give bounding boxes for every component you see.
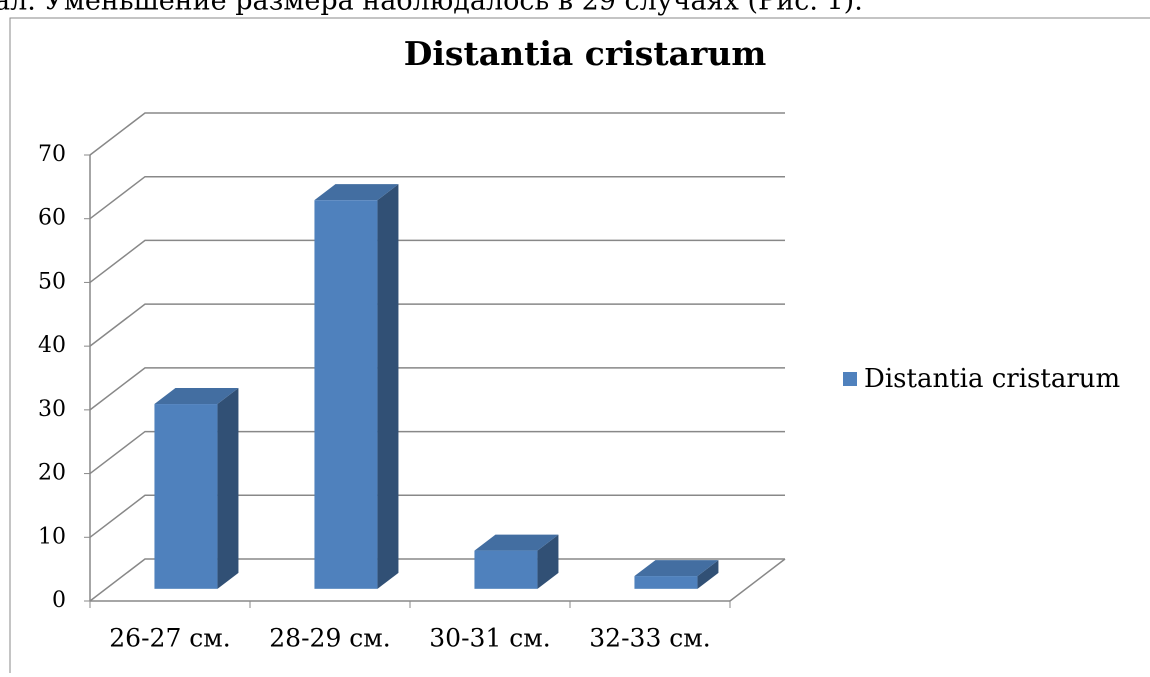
header-text: ал. Уменьшение размера наблюдалось в 29 … bbox=[0, 0, 863, 17]
x-tick-label: 30-31 см. bbox=[429, 624, 550, 653]
bar-side bbox=[697, 560, 719, 589]
bar bbox=[314, 200, 378, 589]
bar-side bbox=[537, 534, 559, 589]
grid-line bbox=[89, 494, 785, 538]
legend-label: Distantia cristarum bbox=[864, 364, 1120, 394]
y-tick-label: 20 bbox=[38, 461, 66, 486]
bar-top bbox=[474, 534, 559, 551]
bar-top bbox=[314, 184, 399, 201]
bar bbox=[634, 576, 698, 589]
grid-line bbox=[89, 112, 785, 156]
bar-top bbox=[634, 560, 719, 577]
grid-line bbox=[89, 175, 785, 220]
grid-line bbox=[89, 430, 785, 475]
y-tick-label: 70 bbox=[38, 142, 66, 167]
bar-top bbox=[154, 388, 239, 405]
x-tick-label: 28-29 см. bbox=[269, 624, 390, 653]
chart-border bbox=[9, 17, 1150, 673]
floor-edge bbox=[729, 558, 786, 602]
bar bbox=[154, 404, 218, 589]
grid-line bbox=[89, 303, 785, 347]
grid-line bbox=[89, 558, 785, 602]
bar-side bbox=[377, 184, 399, 589]
x-tick-label: 32-33 см. bbox=[589, 624, 710, 653]
grid-line bbox=[89, 367, 785, 411]
x-tick-label: 26-27 см. bbox=[109, 624, 230, 653]
y-tick-label: 0 bbox=[52, 588, 66, 613]
bar-side bbox=[217, 388, 239, 589]
y-tick-label: 60 bbox=[38, 206, 66, 231]
grid-line bbox=[89, 239, 785, 284]
y-tick-label: 10 bbox=[38, 524, 66, 549]
y-tick-label: 30 bbox=[38, 397, 66, 422]
bar bbox=[474, 550, 538, 589]
legend-swatch bbox=[843, 372, 857, 386]
chart-title: Distantia cristarum bbox=[404, 34, 767, 73]
y-tick-label: 40 bbox=[38, 333, 66, 358]
y-tick-label: 50 bbox=[38, 269, 66, 294]
